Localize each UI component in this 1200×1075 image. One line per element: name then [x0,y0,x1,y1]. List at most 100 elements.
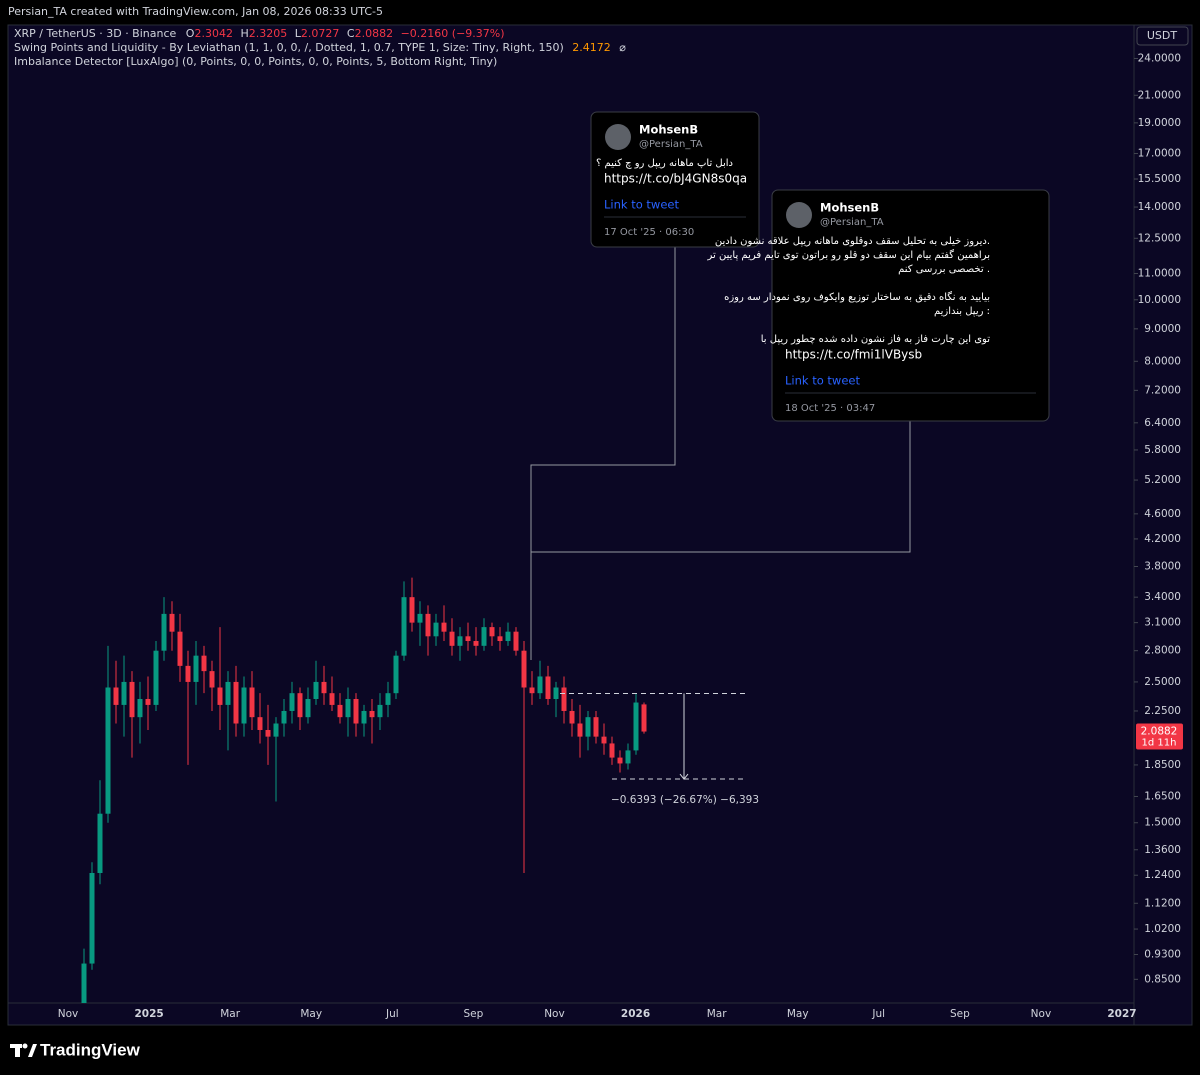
y-tick-label: 1.3600 [1144,844,1181,856]
candle-body [353,698,359,724]
candle-body [497,636,503,642]
author-handle: @Persian_TA [639,139,703,150]
candle-body [273,723,279,737]
y-tick-label: 12.5000 [1138,232,1181,244]
tweets: MohsenB @Persian_TA دابل تاپ ماهانه ریپل ر… [590,111,1050,422]
tweet-link[interactable]: https://t.co/fmi1lVBysb [785,348,922,362]
footer: TradingView [10,1040,141,1059]
candle-body [417,613,423,623]
tweet-text: توی این چارت فاز به فاز نشون داده شده چط… [761,334,990,345]
candle-body [377,704,383,718]
y-tick-label: 17.0000 [1138,148,1181,160]
x-tick-label: Nov [58,1008,79,1020]
candle-body [281,710,287,724]
y-tick-label: 11.0000 [1138,268,1181,280]
y-tick-label: 1.0200 [1144,923,1181,935]
y-tick-label: 7.2000 [1144,384,1181,396]
tweet-link-label[interactable]: Link to tweet [785,374,860,388]
candle-body [201,655,207,672]
tweet-box [590,111,760,248]
candle-body [617,757,623,764]
brand-logo [10,1043,37,1057]
y-tick-label: 8.0000 [1144,355,1181,367]
tweet-text: دیروز خیلی به تحلیل سقف دوقلوی ماهانه ری… [715,236,990,247]
candle-body [249,687,255,718]
y-tick-label: 4.6000 [1144,508,1181,520]
candle-body [233,681,239,724]
y-tick-label: 0.8500 [1144,973,1181,985]
candle-body [81,963,87,1003]
candle-body [441,622,447,632]
candle-body [193,655,199,682]
candle-body [321,681,327,694]
legend: XRP / TetherUS · 3D · Binance O2.3042 H2… [14,27,626,68]
candle-body [457,636,463,646]
candle-body [129,681,135,718]
o-value: 2.3042 [194,27,233,40]
c-label: C [347,27,355,40]
o-label: O [186,27,195,40]
candle-body [337,704,343,718]
candle-body [561,687,567,711]
candle-body [593,717,599,737]
y-tick-label: 5.2000 [1144,474,1181,486]
candle-body [153,650,159,705]
candle-body [289,693,295,711]
x-tick-label: Nov [544,1008,565,1020]
y-tick-label: 19.0000 [1138,117,1181,129]
candle-body [137,698,143,718]
y-tick-label: 14.0000 [1138,201,1181,213]
avatar [786,202,812,228]
indicator-value: 2.4172 [572,41,611,54]
y-tick-label: 3.8000 [1144,561,1181,573]
y-tick-label: 21.0000 [1138,89,1181,101]
y-tick-label: 10.0000 [1138,294,1181,306]
y-tick-label: 0.9300 [1144,949,1181,961]
y-tick-label: 3.1000 [1144,617,1181,629]
candle-body [385,693,391,705]
candle-body [513,631,519,651]
candle-body [225,681,231,705]
candle-body [409,597,415,623]
indicator-icon[interactable]: ⌀ [619,41,626,54]
y-tick-label: 2.8000 [1144,645,1181,657]
y-tick-label: 5.8000 [1144,444,1181,456]
candle-body [609,743,615,758]
candle-body [553,687,559,699]
indicator-row: Swing Points and Liquidity - By Leviatha… [14,41,626,54]
indicator: Imbalance Detector [LuxAlgo] (0, Points,… [14,55,497,68]
y-tick-label: 1.6500 [1144,790,1181,802]
avatar [605,124,631,150]
x-tick-label: 2027 [1107,1008,1136,1020]
tweet-card: MohsenB @Persian_TA دابل تاپ ماهانه ریپل ر… [590,111,760,248]
candle-body [161,613,167,651]
c-value: 2.0882 [355,27,394,40]
tweet-link[interactable]: https://t.co/bJ4GN8s0qa [604,172,747,186]
candle-body [329,693,335,705]
tweet-text: ریپل بندازیم : [934,306,990,317]
l-value: 2.0727 [301,27,340,40]
y-tick-label: 6.4000 [1144,417,1181,429]
countdown: 1d 11h [1142,738,1177,749]
tweet-date: 18 Oct '25 · 03:47 [785,403,875,414]
candle-body [625,750,631,764]
y-tick-label: 2.5000 [1144,676,1181,688]
candle-body [601,736,607,744]
currency-button[interactable] [1136,26,1189,46]
y-tick-label: 1.1200 [1144,897,1181,909]
x-tick-label: Nov [1031,1008,1052,1020]
candle-body [265,729,271,737]
candle-body [481,627,487,646]
candle-body [393,655,399,694]
x-tick-label: Jul [385,1008,399,1020]
candle-body [89,873,95,964]
candle-body [297,693,303,718]
author-name: MohsenB [820,201,879,215]
tweet-link-label[interactable]: Link to tweet [604,198,679,212]
candle-body [241,687,247,724]
candle-body [633,702,639,751]
tweet-text: بیایید به نگاه دقیق به ساختار توزیع وایک… [724,291,990,303]
candle-body [545,676,551,699]
price-label: 2.0882 [1141,726,1178,738]
